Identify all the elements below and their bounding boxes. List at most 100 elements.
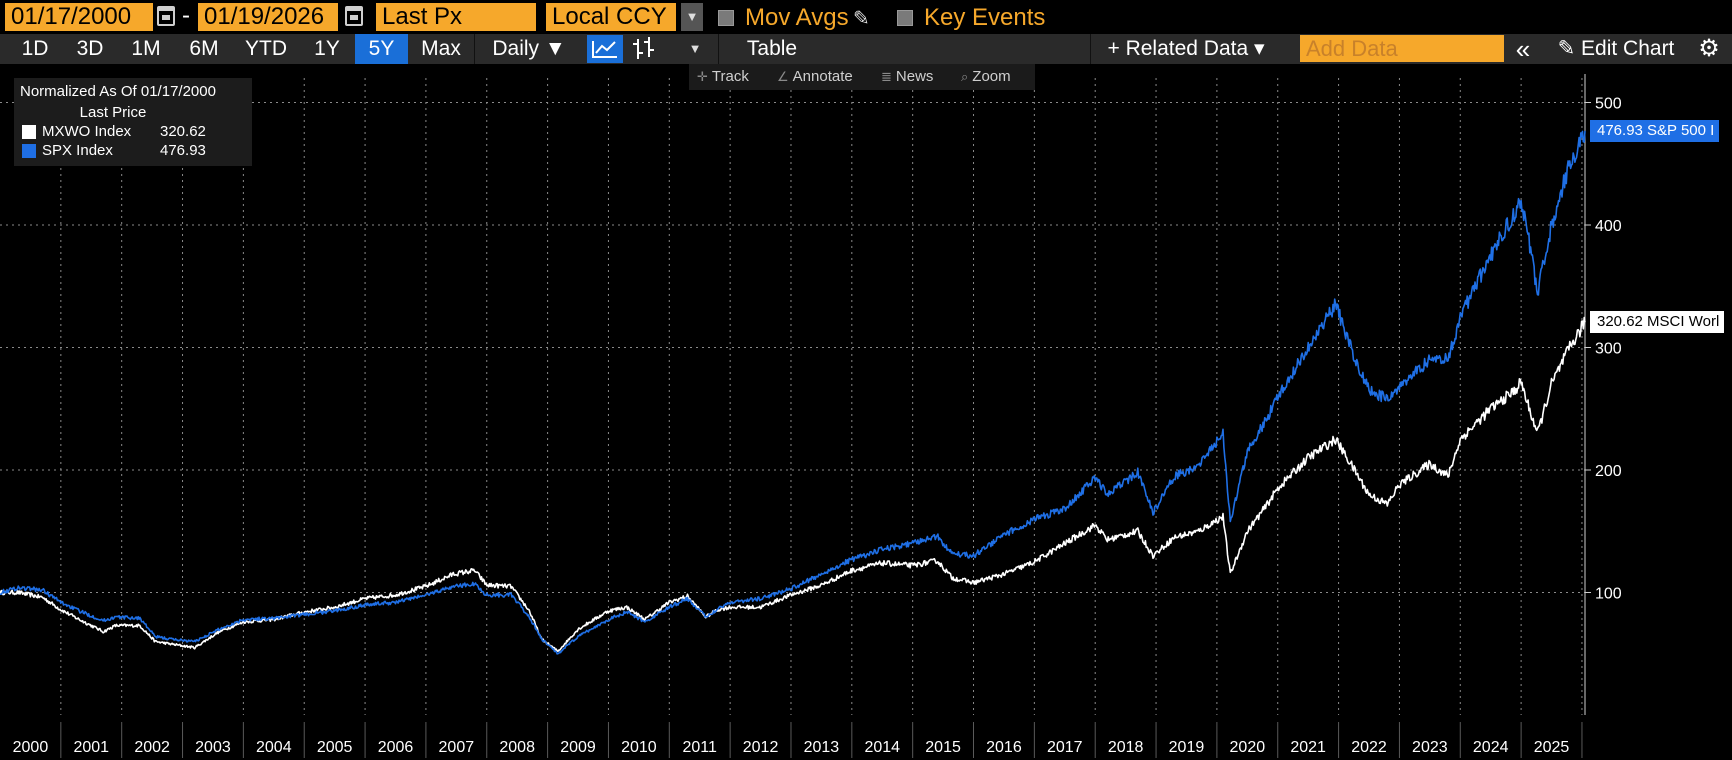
x-tick-label: 2011 — [683, 739, 718, 756]
top-toolbar: 01/17/2000 - 01/19/2026 Last Px Local CC… — [0, 0, 1732, 34]
legend-title: Normalized As Of 01/17/2000 — [20, 83, 216, 100]
add-data-input[interactable]: Add Data — [1300, 35, 1504, 62]
x-tick-label: 2004 — [256, 739, 292, 756]
x-tick-label: 2006 — [378, 739, 414, 756]
calendar-icon[interactable] — [157, 6, 175, 26]
annotate-icon: ∠ — [777, 69, 789, 84]
period-max-button[interactable]: Max — [421, 37, 461, 60]
mov-avgs-checkbox[interactable] — [718, 10, 734, 26]
annotate-label: Annotate — [792, 68, 853, 85]
series-layer — [0, 130, 1586, 655]
x-tick-label: 2016 — [986, 739, 1022, 756]
x-tick-label: 2007 — [439, 739, 475, 756]
legend-entry-value: 476.93 — [160, 142, 206, 159]
period-6m-button[interactable]: 6M — [189, 37, 219, 60]
x-tick-label: 2014 — [864, 739, 900, 756]
track-label: Track — [711, 68, 749, 85]
crosshair-icon: ✛ — [697, 69, 708, 84]
x-tick-label: 2001 — [73, 739, 109, 756]
separator — [718, 34, 719, 64]
y-tick-label: 400 — [1595, 218, 1622, 235]
x-tick-label: 2009 — [560, 739, 596, 756]
line-chart-icon[interactable] — [587, 35, 623, 63]
legend: Normalized As Of 01/17/2000 Last Price M… — [14, 78, 252, 166]
end-date-input[interactable]: 01/19/2026 — [198, 3, 338, 31]
y-tick-label: 200 — [1595, 463, 1622, 480]
x-tick-label: 2000 — [13, 739, 49, 756]
key-events-checkbox[interactable] — [897, 10, 913, 26]
x-tick-label: 2020 — [1230, 739, 1266, 756]
calendar-icon[interactable] — [345, 6, 363, 26]
legend-swatch — [22, 144, 36, 158]
x-tick-label: 2002 — [134, 739, 170, 756]
period-ytd-button[interactable]: YTD — [245, 37, 287, 60]
chart-tools-bar: ✛ Track ∠ Annotate ≣ News ⌕ Zoom — [689, 64, 1035, 90]
zoom-icon: ⌕ — [961, 69, 969, 84]
x-tick-label: 2017 — [1047, 739, 1083, 756]
y-tick-label: 100 — [1595, 586, 1622, 603]
x-tick-label: 2022 — [1351, 739, 1387, 756]
start-date-input[interactable]: 01/17/2000 — [5, 3, 153, 31]
spx-end-label: 476.93 S&P 500 I — [1590, 119, 1720, 142]
legend-entry-value: 320.62 — [160, 123, 206, 140]
y-tick-label: 500 — [1595, 96, 1622, 113]
collapse-icon[interactable]: « — [1515, 34, 1531, 64]
frequency-select[interactable]: Daily ▼ — [492, 37, 566, 60]
legend-entry-name: SPX Index — [42, 142, 113, 159]
key-events-label[interactable]: Key Events — [924, 4, 1046, 31]
period-1m-button[interactable]: 1M — [131, 37, 161, 60]
x-tick-label: 2013 — [804, 739, 840, 756]
x-tick-label: 2021 — [1290, 739, 1326, 756]
pencil-icon[interactable]: ✎ — [853, 8, 870, 30]
x-tick-label: 2008 — [499, 739, 535, 756]
grid-layer — [0, 78, 1585, 715]
bar-chart-icon[interactable] — [628, 34, 658, 64]
x-tick-label: 2025 — [1534, 739, 1570, 756]
annotate-tool[interactable]: ∠ Annotate — [777, 64, 853, 90]
period-1y-button[interactable]: 1Y — [314, 37, 340, 60]
news-label: News — [895, 68, 934, 85]
mxwo-end-label: 320.62 MSCI Worl — [1590, 311, 1725, 334]
zoom-tool[interactable]: ⌕ Zoom — [961, 64, 1011, 90]
legend-entry-spx[interactable]: SPX Index 476.93 — [20, 141, 246, 160]
x-tick-label: 2024 — [1473, 739, 1509, 756]
x-tick-label: 2005 — [317, 739, 353, 756]
legend-subtitle: Last Price — [79, 104, 147, 121]
news-tool[interactable]: ≣ News — [881, 64, 933, 90]
related-data-button[interactable]: + Related Data ▾ — [1107, 37, 1265, 60]
edit-chart-button[interactable]: ✎ Edit Chart — [1557, 37, 1675, 60]
track-tool[interactable]: ✛ Track — [697, 64, 749, 90]
line-chart-icon-glyph — [592, 41, 617, 58]
x-tick-label: 2012 — [743, 739, 779, 756]
chart-toolbar: 1D 3D 1M 6M YTD 1Y 5Y Max Daily ▼ ▼ Tabl… — [0, 34, 1732, 64]
x-tick-label: 2019 — [1169, 739, 1205, 756]
chart-type-dropdown-icon[interactable]: ▼ — [688, 41, 702, 56]
legend-entry-name: MXWO Index — [42, 123, 132, 140]
period-1d-button[interactable]: 1D — [21, 37, 49, 60]
period-3d-button[interactable]: 3D — [76, 37, 104, 60]
bar-chart-icon-glyph — [633, 37, 654, 59]
separator — [1090, 34, 1091, 64]
currency-select[interactable]: Local CCY — [546, 3, 676, 31]
x-tick-label: 2015 — [925, 739, 961, 756]
zoom-label: Zoom — [972, 68, 1011, 85]
x-tick-label: 2023 — [1412, 739, 1448, 756]
period-5y-button[interactable]: 5Y — [355, 34, 408, 64]
legend-swatch — [22, 125, 36, 139]
spx-series-line — [0, 130, 1586, 655]
mxwo-series-line — [0, 316, 1586, 653]
mov-avgs-label[interactable]: Mov Avgs — [745, 4, 849, 31]
settings-icon[interactable]: ⚙ — [1698, 35, 1720, 62]
x-tick-label: 2010 — [621, 739, 657, 756]
y-tick-label: 300 — [1595, 341, 1622, 358]
x-tick-label: 2018 — [1108, 739, 1144, 756]
field-select[interactable]: Last Px — [376, 3, 536, 31]
currency-dropdown-icon[interactable]: ▼ — [681, 3, 703, 31]
date-separator: - — [182, 2, 190, 29]
table-button[interactable]: Table — [746, 37, 798, 60]
x-tick-label: 2003 — [195, 739, 231, 756]
separator — [474, 34, 475, 64]
legend-entry-mxwo[interactable]: MXWO Index 320.62 — [20, 122, 246, 141]
news-icon: ≣ — [881, 69, 892, 84]
